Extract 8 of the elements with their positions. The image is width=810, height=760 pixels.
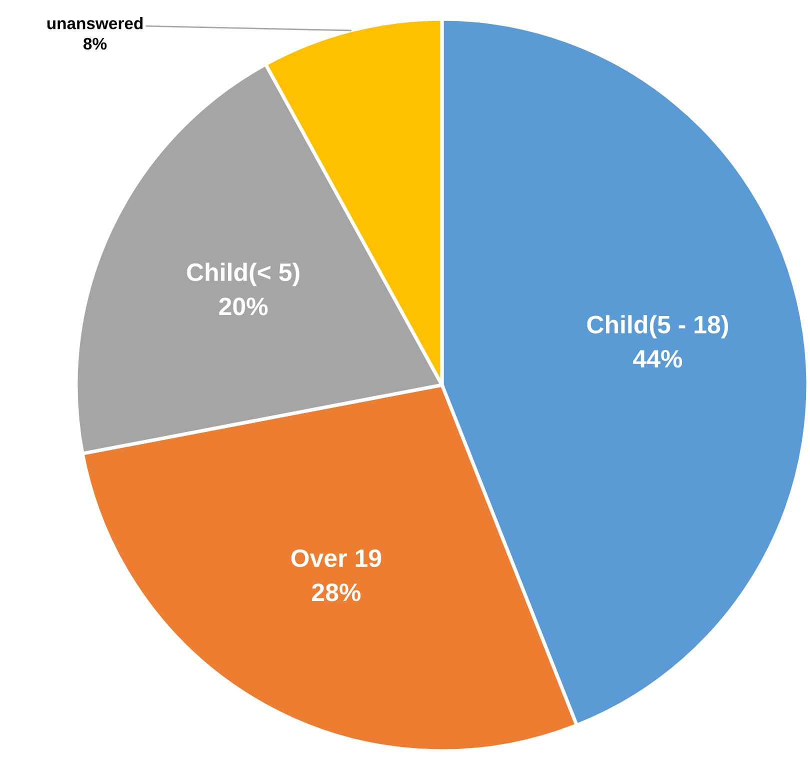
data-label: 8% [83,38,107,50]
slice-label: Child(5 - 18) [587,315,728,338]
data-label: 28% [312,584,361,602]
slice-label: Child(< 5) [187,262,300,286]
slice-label: Over 19 [291,549,382,568]
slice-label: unanswered [47,17,143,30]
data-label: 44% [633,350,682,368]
data-label: 20% [219,298,268,316]
